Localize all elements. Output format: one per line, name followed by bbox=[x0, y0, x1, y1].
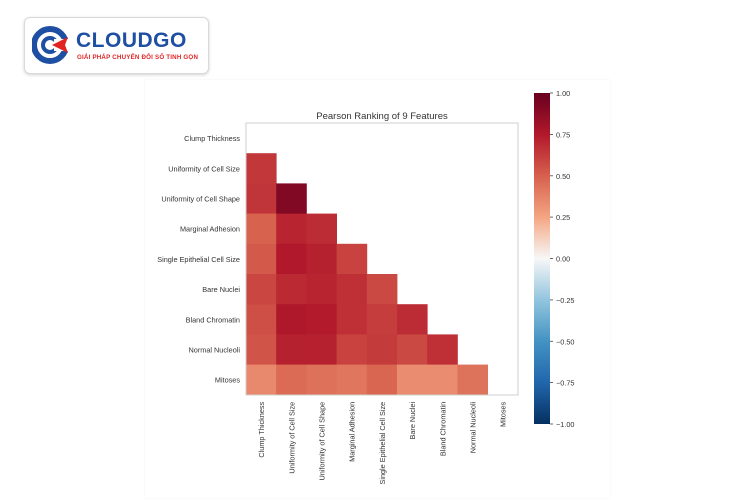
colorbar-tick-label: −0.75 bbox=[556, 379, 574, 388]
heatmap-cell bbox=[397, 304, 428, 335]
heatmap-cell bbox=[246, 243, 277, 275]
heatmap-cell bbox=[306, 213, 337, 245]
heatmap-cell bbox=[336, 364, 368, 396]
x-tick-label: Normal Nucleoli bbox=[469, 401, 478, 453]
heatmap-cell bbox=[276, 213, 307, 245]
heatmap-cell bbox=[246, 213, 277, 245]
heatmap-cell bbox=[366, 364, 398, 396]
chart-title: Pearson Ranking of 9 Features bbox=[316, 111, 448, 122]
heatmap-cell bbox=[246, 153, 277, 184]
colorbar-tick-label: 0.00 bbox=[556, 255, 570, 264]
heatmap-cell bbox=[397, 364, 428, 396]
heatmap-cell bbox=[246, 364, 277, 396]
y-tick-label: Clump Thickness bbox=[184, 134, 240, 143]
x-tick-label: Bland Chromatin bbox=[438, 402, 447, 456]
heatmap-cell bbox=[427, 364, 458, 396]
colorbar bbox=[534, 93, 550, 424]
heatmap-cell bbox=[336, 243, 368, 275]
x-tick-label: Uniformity of Cell Shape bbox=[318, 402, 327, 481]
heatmap-cell bbox=[397, 334, 428, 365]
colorbar-tick-label: −1.00 bbox=[556, 420, 574, 429]
x-tick-label: Uniformity of Cell Size bbox=[287, 402, 296, 474]
heatmap-cell bbox=[276, 304, 307, 335]
x-tick-label: Marginal Adhesion bbox=[348, 402, 357, 462]
colorbar-tick-label: −0.25 bbox=[556, 296, 574, 305]
heatmap-cell bbox=[336, 274, 368, 305]
heatmap-cell bbox=[276, 274, 307, 305]
y-tick-label: Normal Nucleoli bbox=[189, 346, 241, 355]
x-tick-label: Single Epithelial Cell Size bbox=[378, 402, 387, 485]
x-tick-label: Mitoses bbox=[499, 401, 508, 426]
heatmap-cell bbox=[306, 243, 337, 275]
colorbar-tick-label: 0.25 bbox=[556, 213, 570, 222]
y-tick-label: Bare Nuclei bbox=[202, 285, 240, 294]
heatmap-cell bbox=[306, 334, 337, 365]
x-tick-label: Clump Thickness bbox=[257, 401, 266, 457]
brand-tagline: GIẢI PHÁP CHUYỂN ĐỔI SỐ TINH GỌN bbox=[77, 54, 199, 61]
heatmap-cell bbox=[276, 183, 307, 214]
y-tick-label: Uniformity of Cell Size bbox=[168, 164, 240, 173]
cloud-logo-icon bbox=[32, 26, 70, 64]
colorbar-tick-label: 1.00 bbox=[556, 89, 570, 98]
heatmap-cell bbox=[427, 334, 458, 365]
y-tick-label: Mitoses bbox=[215, 376, 240, 385]
y-tick-label: Marginal Adhesion bbox=[180, 225, 240, 234]
cloudgo-logo: CLOUDGO GIẢI PHÁP CHUYỂN ĐỔI SỐ TINH GỌN bbox=[24, 17, 209, 74]
colorbar-tick-label: −0.50 bbox=[556, 337, 574, 346]
heatmap-cell bbox=[276, 243, 307, 275]
heatmap-cell bbox=[306, 304, 337, 335]
heatmap-cell bbox=[366, 334, 398, 365]
y-tick-label: Single Epithelial Cell Size bbox=[157, 255, 240, 264]
heatmap-cell bbox=[246, 304, 277, 335]
heatmap-cell bbox=[306, 274, 337, 305]
heatmap-cell bbox=[306, 364, 337, 396]
y-tick-label: Uniformity of Cell Shape bbox=[161, 195, 240, 204]
colorbar-tick-label: 0.50 bbox=[556, 172, 570, 181]
heatmap-cell bbox=[276, 334, 307, 365]
heatmap-cell bbox=[336, 304, 368, 335]
y-tick-label: Bland Chromatin bbox=[186, 315, 240, 324]
plot-frame bbox=[245, 122, 519, 396]
heatmap-cell bbox=[366, 274, 398, 305]
heatmap-cell bbox=[246, 183, 277, 214]
heatmap-cell bbox=[246, 334, 277, 365]
heatmap-cell bbox=[336, 334, 368, 365]
heatmap-cell bbox=[276, 364, 307, 396]
colorbar-tick-label: 0.75 bbox=[556, 130, 570, 139]
heatmap-cell bbox=[457, 364, 488, 396]
x-tick-label: Bare Nuclei bbox=[408, 401, 417, 439]
heatmap-cell bbox=[246, 274, 277, 305]
heatmap-cell bbox=[366, 304, 398, 335]
brand-name: CLOUDGO bbox=[76, 29, 187, 52]
